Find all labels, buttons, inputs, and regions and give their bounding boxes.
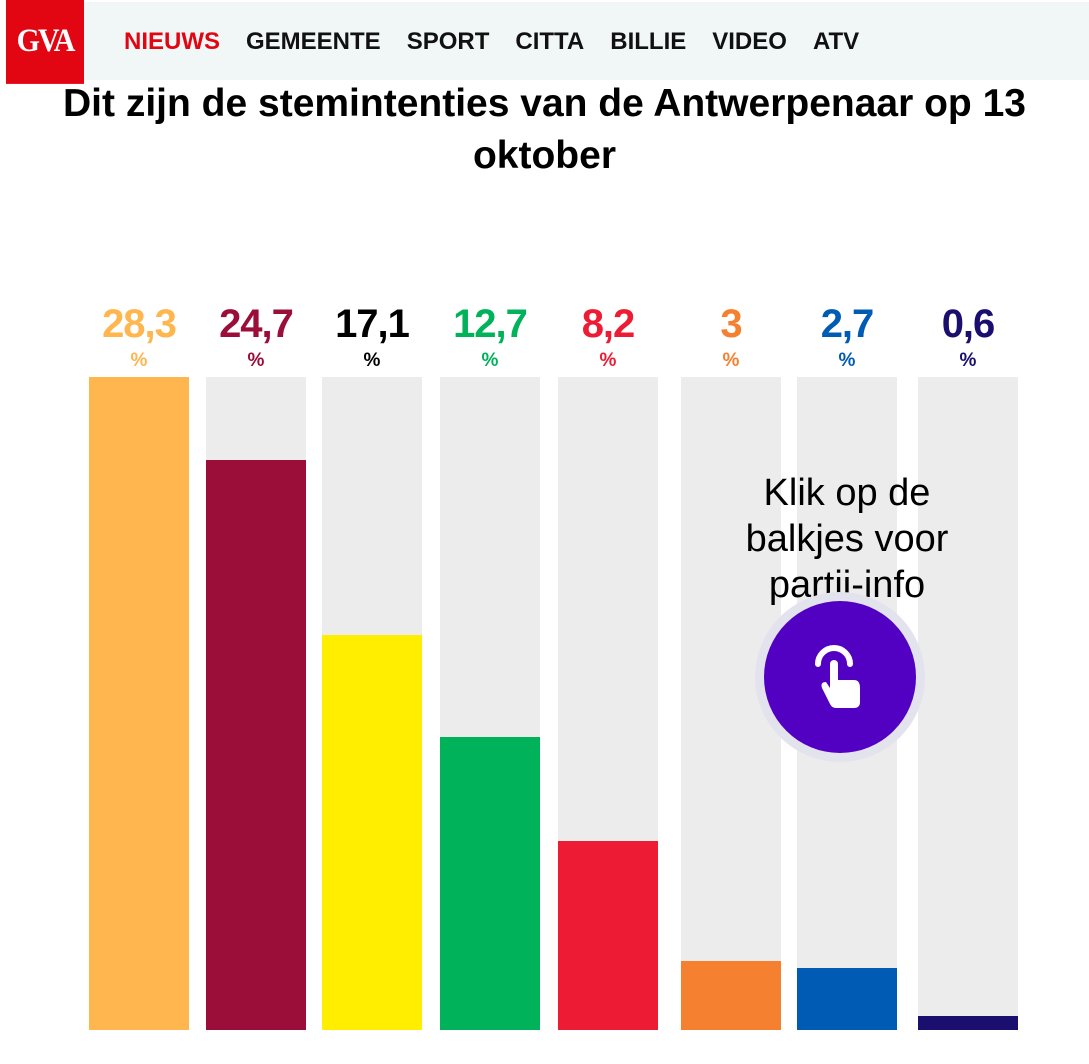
data-label: 2,7 bbox=[820, 302, 875, 346]
percent-unit: % bbox=[959, 350, 977, 371]
top-nav bbox=[6, 2, 1089, 80]
bar[interactable] bbox=[918, 1016, 1018, 1030]
bar-track[interactable] bbox=[322, 377, 422, 1030]
percent-unit: % bbox=[481, 350, 499, 371]
nav-item-gemeente[interactable]: GEMEENTE bbox=[246, 28, 381, 55]
hint-text: Klik op de balkjes voor partij-info bbox=[745, 472, 949, 606]
data-label: 0,6 bbox=[941, 302, 996, 346]
bar-track[interactable] bbox=[440, 377, 540, 1030]
bar[interactable] bbox=[322, 635, 422, 1030]
gva-logo[interactable]: GVA bbox=[6, 0, 84, 84]
nav-item-billie[interactable]: BILLIE bbox=[610, 28, 687, 55]
nav-item-citta[interactable]: CITTA bbox=[515, 28, 585, 55]
bar[interactable] bbox=[89, 377, 189, 1030]
nav-item-atv[interactable]: ATV bbox=[812, 28, 860, 55]
bar-track[interactable] bbox=[89, 377, 189, 1030]
nav-menu: NIEUWS GEMEENTE SPORT CITTA BILLIE VIDEO ATV bbox=[124, 28, 859, 56]
percent-unit: % bbox=[599, 350, 617, 371]
percent-unit: % bbox=[722, 350, 740, 371]
data-label: 17,1 bbox=[335, 302, 410, 346]
percent-unit: % bbox=[247, 350, 265, 371]
bar[interactable] bbox=[797, 967, 897, 1030]
nav-item-nieuws[interactable]: NIEUWS bbox=[124, 28, 220, 55]
percent-unit: % bbox=[130, 350, 148, 371]
percent-unit: % bbox=[363, 350, 381, 371]
chart-title: Dit zijn de stemintenties van de Antwerp… bbox=[63, 82, 1026, 177]
bar-track[interactable] bbox=[918, 377, 1018, 1030]
bar-track[interactable] bbox=[558, 377, 658, 1030]
bar[interactable] bbox=[681, 960, 781, 1030]
bar-track[interactable] bbox=[206, 377, 306, 1030]
bar[interactable] bbox=[558, 840, 658, 1030]
data-label: 12,7 bbox=[453, 302, 528, 346]
percent-unit: % bbox=[838, 350, 856, 371]
bar[interactable] bbox=[206, 460, 306, 1030]
data-label: 8,2 bbox=[581, 302, 636, 346]
tap-hand-icon bbox=[815, 645, 860, 708]
nav-item-video[interactable]: VIDEO bbox=[712, 28, 787, 55]
data-label: 24,7 bbox=[219, 302, 294, 346]
data-label: 3 bbox=[720, 302, 742, 346]
nav-item-sport[interactable]: SPORT bbox=[406, 28, 490, 55]
data-label: 28,3 bbox=[102, 302, 177, 346]
bar[interactable] bbox=[440, 736, 540, 1030]
tap-button[interactable] bbox=[755, 592, 925, 762]
